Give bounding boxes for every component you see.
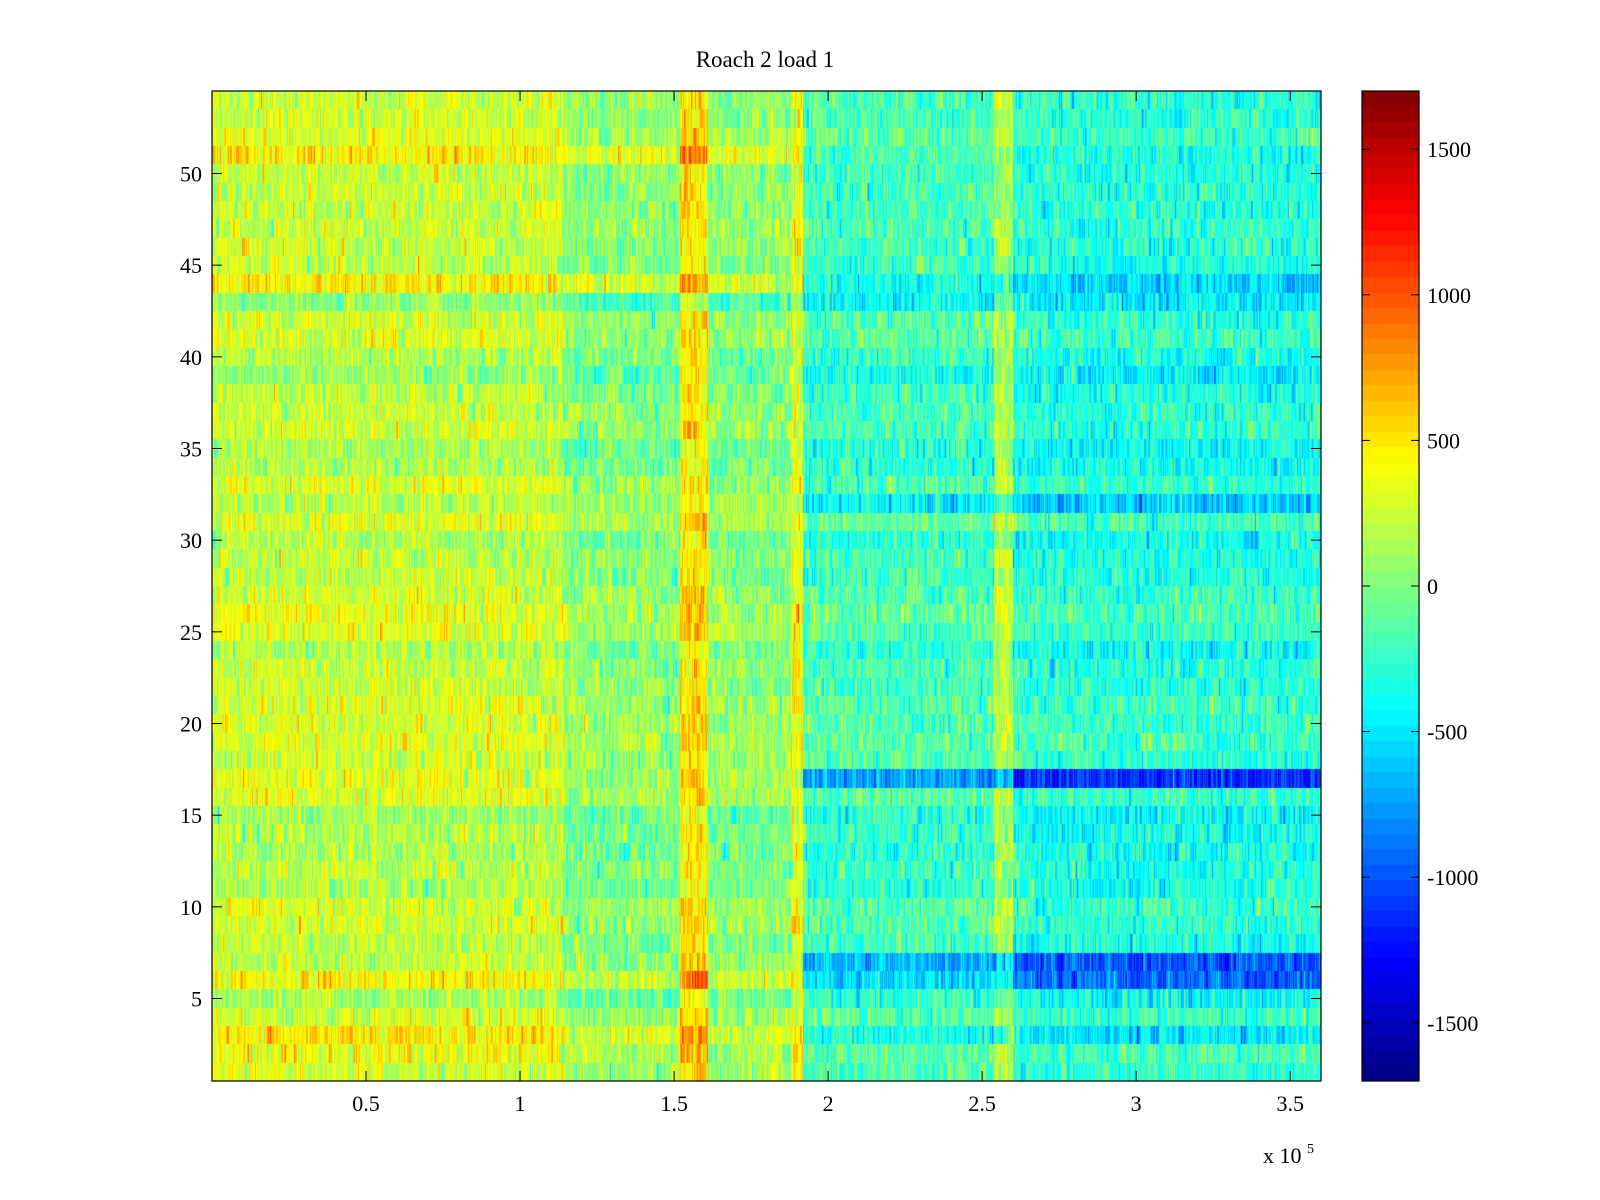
colorbar-ticks: 1500 1000 500 0 -500 -1000 -1500 [1362, 137, 1478, 1036]
colorbar-tick-label: 500 [1427, 428, 1460, 453]
colorbar-tick-label: -1000 [1427, 865, 1478, 890]
x-tick-label: 3 [1131, 1091, 1142, 1116]
x-tick-label: 2 [823, 1091, 834, 1116]
x-tick-label: 0.5 [352, 1091, 380, 1116]
plot-axes-frame [211, 90, 1322, 1082]
colorbar-tick-label: 1000 [1427, 283, 1471, 308]
chart-title: Roach 2 load 1 [696, 47, 835, 72]
colorbar-frame [1361, 90, 1420, 1082]
y-tick-label: 25 [180, 620, 202, 645]
colorbar-tick-label: -500 [1427, 720, 1467, 745]
x-tick-label: 3.5 [1276, 1091, 1304, 1116]
y-tick-label: 40 [180, 345, 202, 370]
y-tick-label: 20 [180, 712, 202, 737]
y-tick-label: 5 [191, 987, 202, 1012]
x-tick-label: 1 [515, 1091, 526, 1116]
x-axis-exponent-power: 5 [1307, 1142, 1314, 1157]
colorbar-gradient [1362, 91, 1419, 1081]
y-axis-ticks: 5 10 15 20 25 30 35 40 45 50 [180, 162, 1321, 1012]
x-axis-exponent-base: x 10 [1263, 1143, 1302, 1168]
y-tick-label: 10 [180, 895, 202, 920]
colorbar-tick-label: 1500 [1427, 137, 1471, 162]
x-axis-exponent: x 10 5 [1263, 1142, 1314, 1168]
y-tick-label: 50 [180, 162, 202, 187]
colorbar-tick-label: -1500 [1427, 1011, 1478, 1036]
x-tick-label: 2.5 [968, 1091, 996, 1116]
y-tick-label: 15 [180, 803, 202, 828]
x-tick-label: 1.5 [660, 1091, 688, 1116]
y-tick-label: 30 [180, 528, 202, 553]
colorbar-tick-label: 0 [1427, 574, 1438, 599]
x-axis-ticks: 0.5 1 1.5 2 2.5 3 3.5 [352, 91, 1304, 1116]
heatmap-plot-area [212, 91, 1321, 1081]
y-tick-label: 35 [180, 437, 202, 462]
y-tick-label: 45 [180, 253, 202, 278]
